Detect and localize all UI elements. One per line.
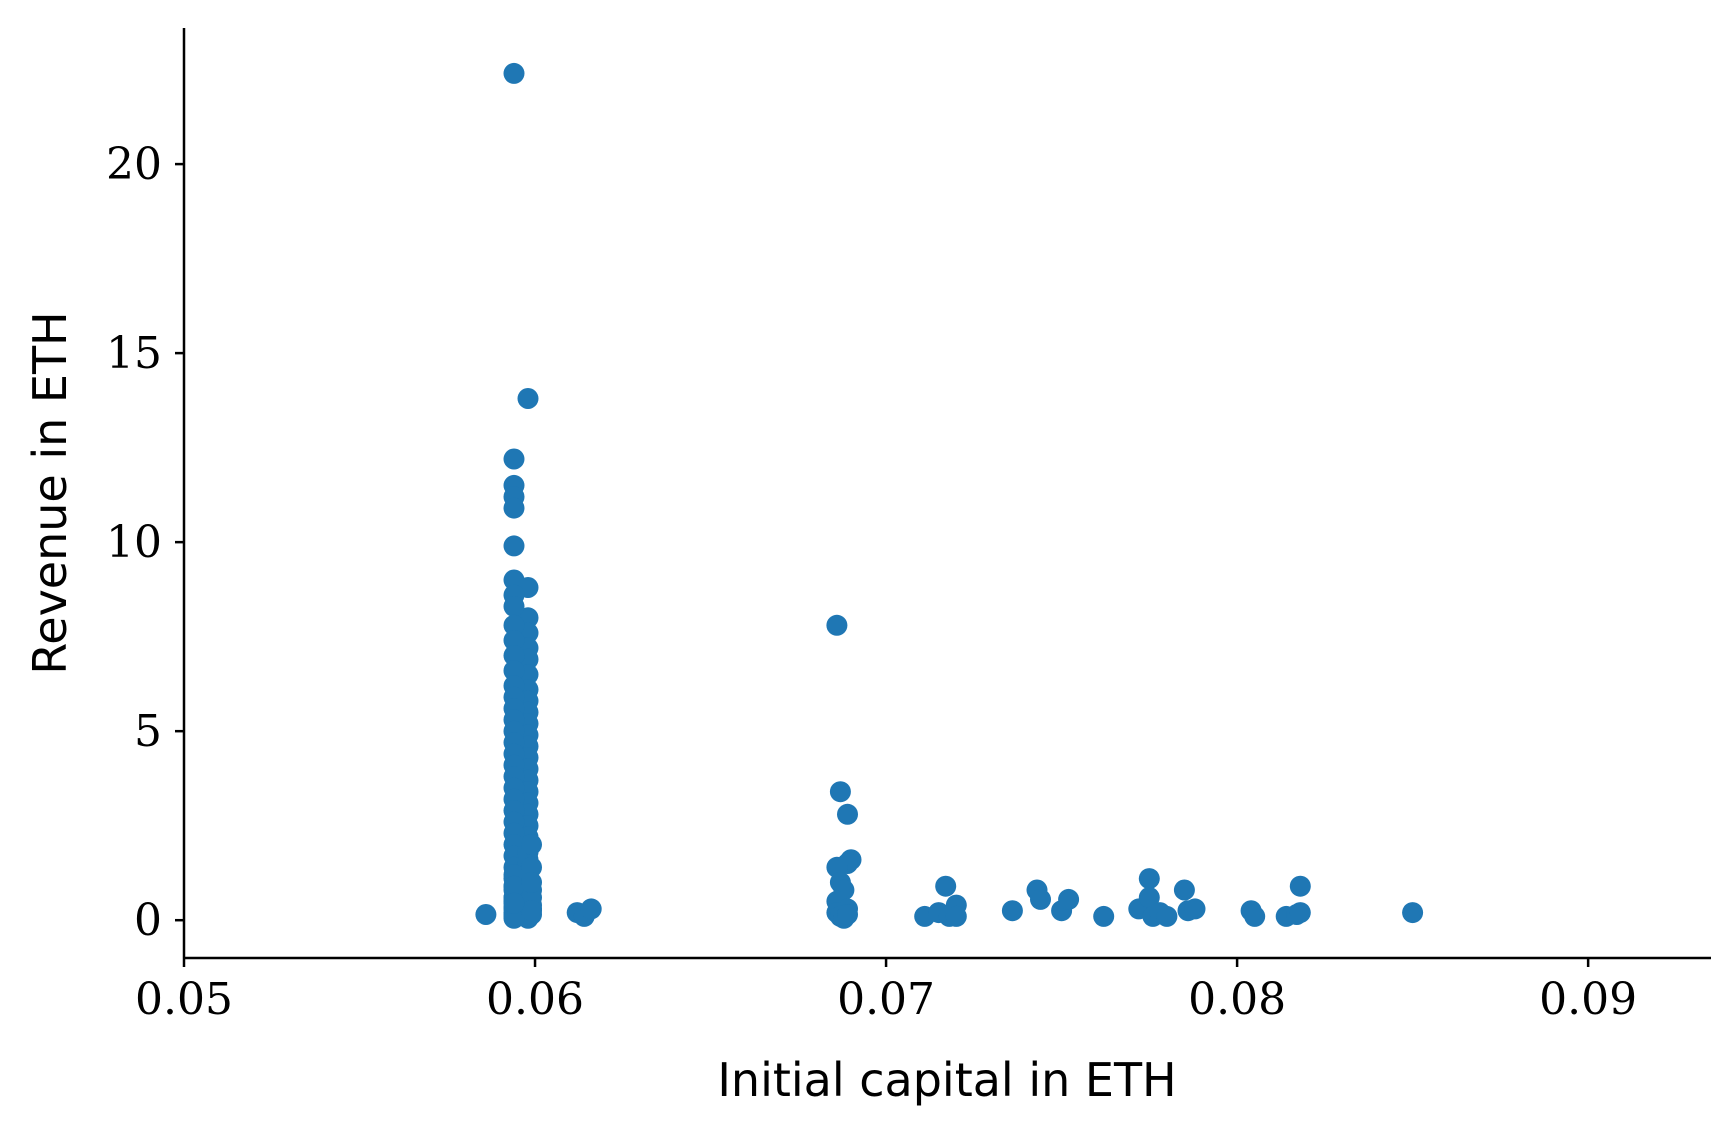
data-points: [475, 62, 1424, 929]
y-tick-label: 0: [134, 895, 162, 946]
data-point: [1244, 905, 1266, 927]
data-point: [1138, 868, 1160, 890]
x-axis-ticks: 0.05 0.06 0.07 0.08 0.09: [135, 958, 1637, 1025]
data-point: [521, 856, 542, 878]
x-tick-label: 0.05: [135, 974, 233, 1025]
x-tick-label: 0.07: [837, 974, 935, 1025]
y-tick-label: 15: [106, 328, 162, 379]
data-point: [1402, 902, 1424, 924]
data-point: [935, 875, 957, 897]
data-point: [503, 448, 525, 470]
data-point: [521, 834, 542, 856]
data-point: [475, 904, 497, 925]
data-point: [503, 907, 525, 929]
data-point: [837, 904, 858, 925]
data-point: [503, 497, 525, 519]
data-point: [1058, 888, 1080, 910]
data-point: [503, 614, 525, 636]
data-point: [1289, 875, 1311, 897]
x-tick-label: 0.06: [486, 974, 584, 1025]
data-point: [521, 900, 542, 922]
y-axis-label: Revenue in ETH: [23, 311, 77, 674]
data-point: [1184, 898, 1206, 920]
data-point: [503, 892, 525, 914]
y-tick-label: 5: [134, 706, 162, 757]
x-tick-label: 0.08: [1188, 974, 1286, 1025]
data-point: [1138, 887, 1160, 908]
data-point: [826, 614, 848, 636]
data-point: [503, 875, 525, 897]
data-point: [503, 535, 525, 557]
data-point: [503, 62, 525, 84]
data-point: [1289, 902, 1311, 924]
data-point: [517, 388, 539, 409]
data-point: [1030, 888, 1051, 910]
data-point: [503, 595, 525, 617]
data-point: [503, 645, 525, 667]
x-axis-label: Initial capital in ETH: [717, 1053, 1176, 1107]
data-point: [1173, 879, 1195, 901]
y-tick-label: 20: [106, 139, 162, 190]
data-point: [829, 781, 851, 803]
data-point: [503, 660, 525, 682]
data-point: [521, 871, 542, 893]
y-axis-ticks: 0 5 10 15 20: [106, 139, 184, 946]
data-point: [1093, 905, 1115, 927]
data-point: [1001, 900, 1023, 922]
y-tick-label: 10: [106, 517, 162, 568]
x-tick-label: 0.09: [1539, 974, 1637, 1025]
data-point: [945, 905, 967, 927]
data-point: [1156, 905, 1178, 927]
data-point: [503, 629, 525, 651]
data-point: [580, 898, 602, 920]
data-point: [837, 803, 858, 825]
